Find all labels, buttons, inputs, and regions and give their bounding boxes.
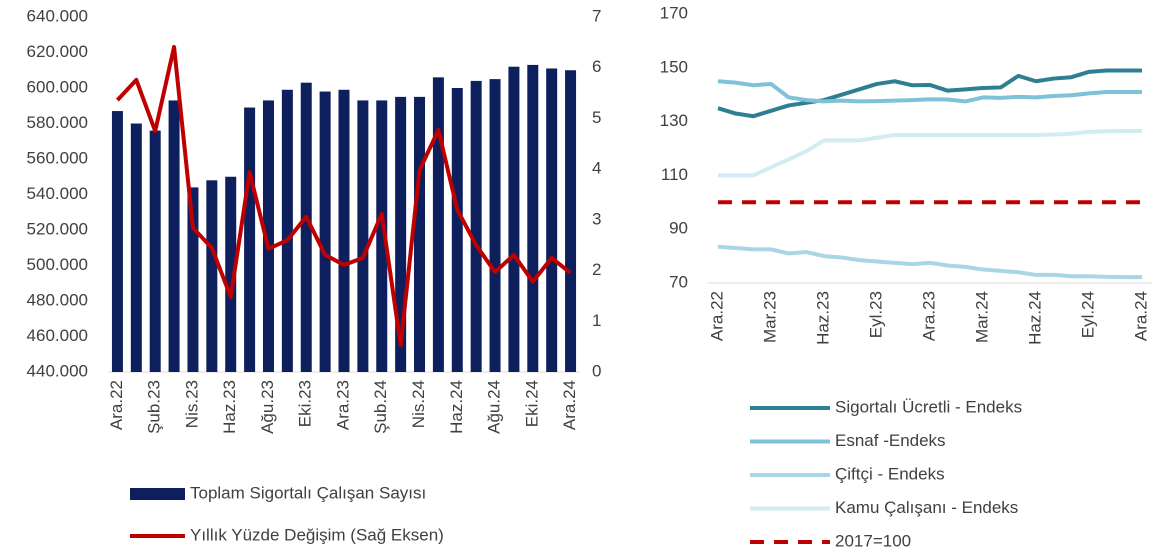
line <box>717 68 1142 119</box>
legend-label: Yıllık Yüzde Değişim (Sağ Eksen) <box>190 525 444 544</box>
y2-tick-label: 0 <box>592 361 601 380</box>
bar <box>262 100 274 373</box>
x-tick-label: Ağu.24 <box>485 380 504 434</box>
bar <box>130 123 142 372</box>
x-tick-label: Eyl.24 <box>1078 291 1097 338</box>
legend-label: Toplam Sigortalı Çalışan Sayısı <box>190 483 426 502</box>
line <box>718 129 1142 178</box>
y-tick-label: 110 <box>661 165 688 184</box>
y2-tick-label: 1 <box>592 311 601 330</box>
bar <box>225 176 237 372</box>
x-tick-label: Mar.24 <box>972 291 991 343</box>
x-tick-label: Ağu.23 <box>258 380 277 434</box>
x-tick-label: Şub.24 <box>371 380 390 434</box>
x-tick-label: Haz.23 <box>220 380 239 434</box>
x-tick-label: Ara.24 <box>560 380 579 430</box>
y-tick-label: 580.000 <box>27 113 88 132</box>
x-tick-label: Haz.23 <box>813 291 832 345</box>
bar <box>565 70 577 372</box>
y-tick-label: 500.000 <box>27 255 88 274</box>
x-tick-label: Haz.24 <box>1025 291 1044 345</box>
x-tick-label: Nis.23 <box>182 380 201 428</box>
y-tick-label: 90 <box>669 219 688 238</box>
y-tick-label: 150 <box>660 57 688 76</box>
y-tick-label: 620.000 <box>27 42 88 61</box>
bar <box>395 96 407 372</box>
x-tick-label: Şub.23 <box>145 380 164 434</box>
y2-tick-label: 2 <box>592 260 601 279</box>
y2-tick-label: 4 <box>592 159 601 178</box>
bar <box>527 64 539 373</box>
y-tick-label: 520.000 <box>27 219 88 238</box>
y-tick-label: 640.000 <box>27 6 88 25</box>
x-tick-label: Eki.24 <box>522 380 541 427</box>
y2-tick-label: 5 <box>592 108 601 127</box>
bar <box>319 91 331 373</box>
bar <box>206 180 218 372</box>
bar <box>508 66 520 372</box>
x-tick-label: Eki.23 <box>296 380 315 427</box>
y2-tick-label: 3 <box>592 209 601 228</box>
y-tick-label: 560.000 <box>27 148 88 167</box>
line <box>717 244 1142 280</box>
bar <box>432 77 444 372</box>
bar <box>376 100 388 373</box>
bar <box>489 79 501 372</box>
bar <box>168 100 180 373</box>
x-tick-label: Ara.22 <box>107 380 126 430</box>
y-tick-label: 460.000 <box>27 326 88 345</box>
bar <box>149 130 161 372</box>
x-tick-label: Haz.24 <box>447 380 466 434</box>
line <box>115 44 572 348</box>
x-tick-label: Eyl.23 <box>866 291 885 338</box>
y-tick-label: 170 <box>660 3 688 22</box>
y-tick-label: 540.000 <box>27 184 88 203</box>
legend-label: Sigortalı Ücretli - Endeks <box>835 397 1022 416</box>
bar <box>414 96 426 372</box>
x-tick-label: Mar.23 <box>760 291 779 343</box>
x-tick-label: Ara.24 <box>1131 291 1150 341</box>
bar <box>546 68 558 372</box>
legend-label: Çiftçi - Endeks <box>835 464 945 483</box>
bar <box>451 88 463 372</box>
bar <box>187 187 199 372</box>
bar <box>244 107 256 373</box>
y2-tick-label: 6 <box>592 57 601 76</box>
bar <box>470 80 482 373</box>
y-tick-label: 70 <box>669 272 688 291</box>
bar <box>281 89 293 373</box>
bar <box>357 100 369 373</box>
y2-tick-label: 7 <box>592 6 601 25</box>
x-tick-label: Nis.24 <box>409 380 428 428</box>
y-tick-label: 480.000 <box>27 290 88 309</box>
x-tick-label: Ara.23 <box>919 291 938 341</box>
x-tick-label: Ara.22 <box>707 291 726 341</box>
legend-label: Kamu Çalışanı - Endeks <box>835 498 1018 517</box>
legend-label: 2017=100 <box>835 531 911 550</box>
y-tick-label: 130 <box>660 111 688 130</box>
y-tick-label: 600.000 <box>27 77 88 96</box>
bar <box>300 82 312 373</box>
y-tick-label: 440.000 <box>27 361 88 380</box>
x-tick-label: Ara.23 <box>333 380 352 430</box>
line <box>717 79 1142 104</box>
bar <box>338 89 350 373</box>
legend-swatch <box>130 488 185 500</box>
bar <box>111 111 123 372</box>
legend-label: Esnaf -Endeks <box>835 431 946 450</box>
